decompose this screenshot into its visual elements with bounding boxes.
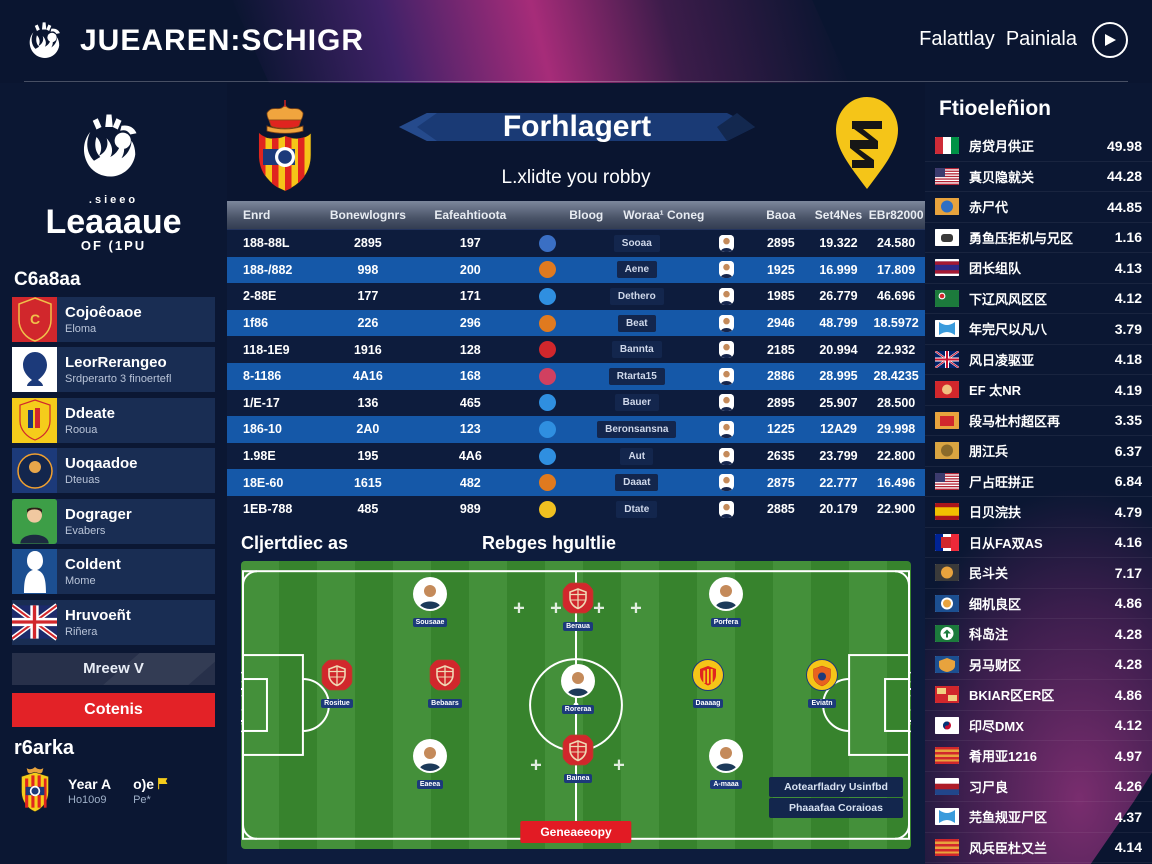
svg-text:C: C (29, 311, 39, 327)
svg-text:Forhlagert: Forhlagert (503, 110, 651, 143)
